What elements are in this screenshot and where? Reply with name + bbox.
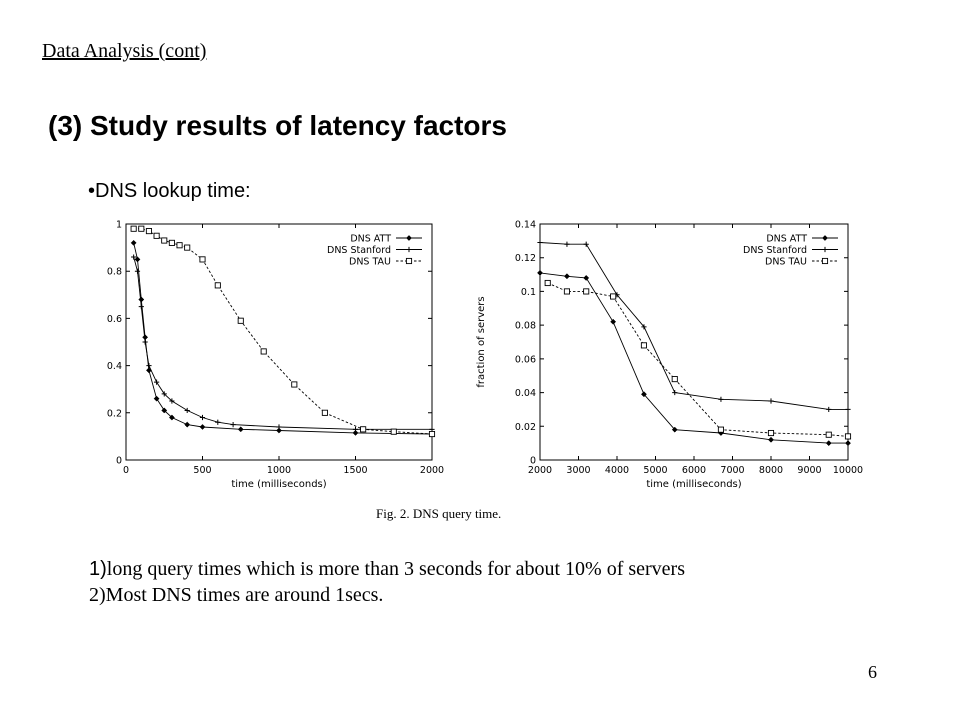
page-number: 6	[868, 662, 877, 682]
left-chart-point-dns-stanford	[169, 398, 175, 404]
left-chart-series-line-dns-stanford	[133, 256, 432, 430]
left-chart-point-dns-stanford	[142, 339, 148, 345]
left-chart-point-dns-tau	[161, 237, 168, 244]
finding-2-text: 2)Most DNS times are around 1secs.	[89, 584, 384, 606]
left-chart-y-tick-label: 0	[116, 456, 122, 467]
left-chart-point-dns-att	[130, 239, 137, 246]
left-chart-x-tick-label: 1000	[267, 465, 291, 476]
left-chart-point-dns-tau	[145, 228, 153, 235]
left-chart-point-dns-tau	[138, 225, 145, 232]
left-chart-point-dns-att	[276, 427, 282, 434]
left-chart-point-dns-tau	[130, 225, 137, 232]
left-chart-point-dns-stanford	[276, 424, 282, 430]
left-chart-x-tick-label: 1500	[343, 465, 367, 476]
left-chart-legend-marker-dns-stanford	[406, 246, 412, 253]
left-chart-legend-label-dns-att: DNS ATT	[350, 234, 391, 245]
left-chart-point-dns-tau	[214, 282, 221, 289]
left-chart-point-dns-tau	[184, 244, 191, 251]
left-chart-y-tick-label: 0.2	[107, 408, 122, 419]
left-chart-x-axis-label: time (milliseconds)	[231, 479, 326, 490]
figure-caption: Fig. 2. DNS query time.	[376, 506, 502, 521]
findings-list: 1)long query times which is more than 3 …	[89, 556, 685, 608]
finding-1: 1)long query times which is more than 3 …	[89, 556, 685, 582]
left-chart-point-dns-tau	[153, 232, 160, 239]
left-chart-point-dns-att	[134, 256, 141, 263]
left-chart-point-dns-stanford	[134, 268, 141, 274]
section-heading: Data Analysis (cont)	[42, 40, 207, 62]
left-chart-x-tick-label: 2000	[420, 465, 444, 476]
left-chart-point-dns-att	[153, 395, 160, 402]
left-chart-point-dns-tau	[168, 239, 175, 246]
left-chart-point-dns-stanford	[161, 391, 167, 397]
left-chart-y-tick-label: 0.8	[107, 267, 122, 278]
finding-1-number: 1)	[89, 558, 107, 580]
left-chart-point-dns-stanford	[199, 414, 206, 421]
left-chart-point-dns-stanford	[215, 419, 221, 425]
left-chart-point-dns-stanford	[131, 254, 137, 260]
left-chart-legend-label-dns-tau: DNS TAU	[349, 257, 391, 268]
left-chart-point-dns-tau	[176, 242, 183, 249]
left-chart-point-dns-tau	[390, 428, 397, 435]
bullet-dns-lookup: •DNS lookup time:	[88, 180, 251, 202]
finding-2: 2)Most DNS times are around 1secs.	[89, 582, 685, 608]
left-chart-point-dns-att	[184, 421, 191, 428]
finding-1-text: long query times which is more than 3 se…	[106, 558, 685, 580]
left-chart-point-dns-att	[161, 407, 168, 414]
left-chart-point-dns-stanford	[352, 426, 359, 432]
left-chart-y-tick-label: 1	[116, 220, 122, 231]
left-chart-legend-label-dns-stanford: DNS Stanford	[327, 245, 391, 256]
left-chart-point-dns-stanford	[146, 363, 152, 369]
left-chart-point-dns-tau	[360, 426, 367, 433]
left-chart-point-dns-att	[199, 424, 206, 430]
left-chart-point-dns-tau	[321, 409, 328, 416]
left-chart-point-dns-att	[168, 414, 175, 421]
left-chart-point-dns-tau	[428, 430, 436, 438]
slide-title: (3) Study results of latency factors	[48, 110, 508, 141]
left-chart-point-dns-tau	[199, 256, 206, 263]
left-chart-y-tick-label: 0.4	[107, 361, 122, 372]
left-chart-point-dns-tau	[260, 348, 267, 355]
left-chart-x-tick-label: 0	[123, 465, 129, 476]
left-chart-point-dns-att	[352, 429, 359, 436]
left-chart-point-dns-att	[138, 296, 145, 303]
left-chart-series-line-dns-att	[133, 242, 433, 435]
left-chart-point-dns-stanford	[230, 422, 236, 428]
left-chart-legend-marker-dns-tau	[405, 257, 413, 265]
left-chart-point-dns-stanford	[184, 407, 190, 414]
left-chart-point-dns-stanford	[154, 379, 160, 385]
left-chart-point-dns-stanford	[138, 304, 144, 310]
left-chart-x-tick-label: 500	[193, 465, 211, 476]
left-chart-point-dns-tau	[291, 381, 298, 388]
left-chart-point-dns-tau	[237, 317, 244, 324]
left-chart-legend-marker-dns-att	[406, 235, 412, 241]
left-chart-y-tick-label: 0.6	[107, 314, 122, 325]
left-chart-point-dns-att	[237, 426, 244, 433]
